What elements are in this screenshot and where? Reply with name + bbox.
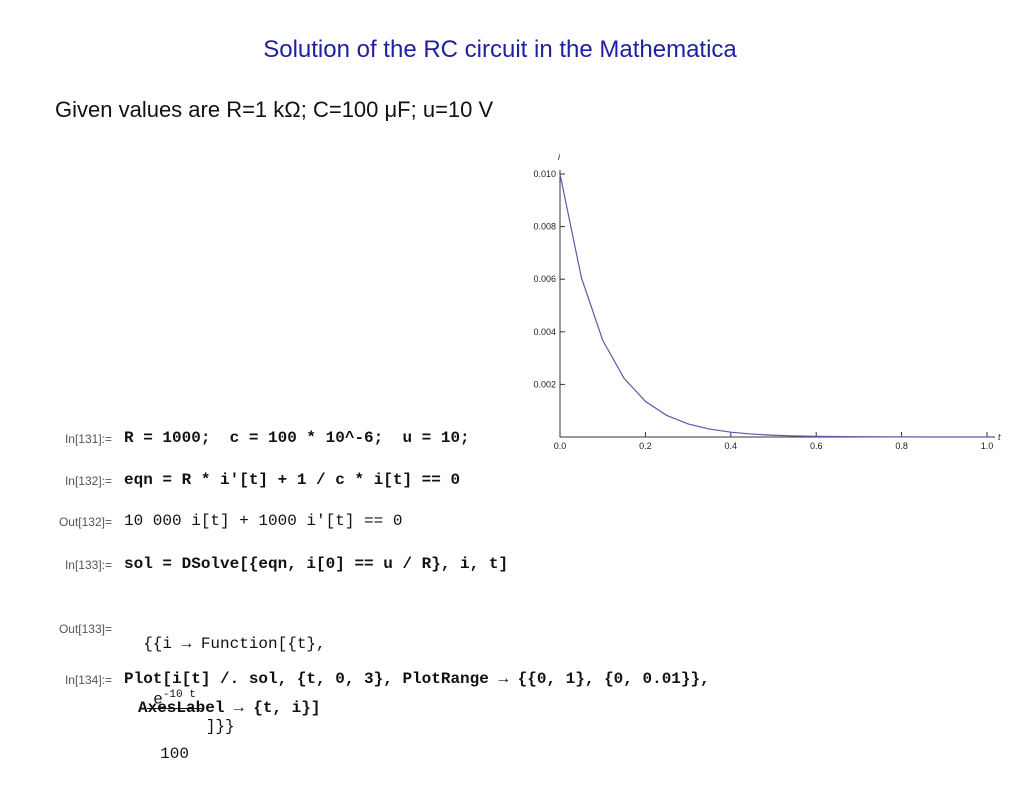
fraction: e-10 t 100 [147,653,202,799]
y-tick-label: 0.006 [533,274,556,284]
x-tick-label: 0.6 [810,441,823,451]
cell-code: R = 1000; c = 100 * 10^-6; u = 10; [124,429,470,447]
x-tick-label: 0.2 [639,441,652,451]
cell-code: sol = DSolve[{eqn, i[0] == u / R}, i, t] [124,555,509,573]
x-axis-label: t [998,432,1001,442]
cell-code: 10 000 i[t] + 1000 i'[t] == 0 [124,512,403,530]
cell-label: Out[133]= [58,622,112,636]
x-tick-label: 0.0 [554,441,567,451]
x-tick-label: 1.0 [981,441,994,451]
cell-label: In[131]:= [64,432,112,446]
exponent: -10 t [162,689,196,701]
output-prefix: {{i → Function[{t}, [143,635,326,653]
denominator: 100 [160,745,189,764]
x-tick-label: 0.4 [725,441,738,451]
cell-label: Out[132]= [58,515,112,529]
cell-code: eqn = R * i'[t] + 1 / c * i[t] == 0 [124,471,461,489]
y-axis-label: i [558,152,561,162]
base: e [153,690,163,709]
cell-label: In[133]:= [64,558,112,572]
y-tick-label: 0.004 [533,327,556,337]
subtitle: Given values are R=1 kΩ; C=100 μF; u=10 … [55,97,494,122]
cell-label: In[132]:= [64,474,112,488]
slide-title: Solution of the RC circuit in the Mathem… [263,36,737,63]
chart: 0.0 0.2 0.4 0.6 0.8 1.0 0.002 0.004 0.006 0.008 0.… [533,152,1001,451]
x-tick-label: 0.8 [895,441,908,451]
y-tick-label: 0.008 [533,222,556,232]
numerator: e-10 t [147,689,202,710]
y-tick-label: 0.002 [533,379,556,389]
data-line [559,173,988,438]
cell-code: {{i → Function[{t}, e-10 t 100 ]}} [124,617,326,799]
cell-code: AxesLabel → {t, i}] [138,699,321,717]
cell-label: In[134]:= [64,673,112,687]
output-suffix: ]}} [205,717,235,736]
cell-code: Plot[i[t] /. sol, {t, 0, 3}, PlotRange →… [124,670,710,688]
y-tick-label: 0.010 [533,169,556,179]
page: Solution of the RC circuit in the Mathem… [55,36,1001,764]
